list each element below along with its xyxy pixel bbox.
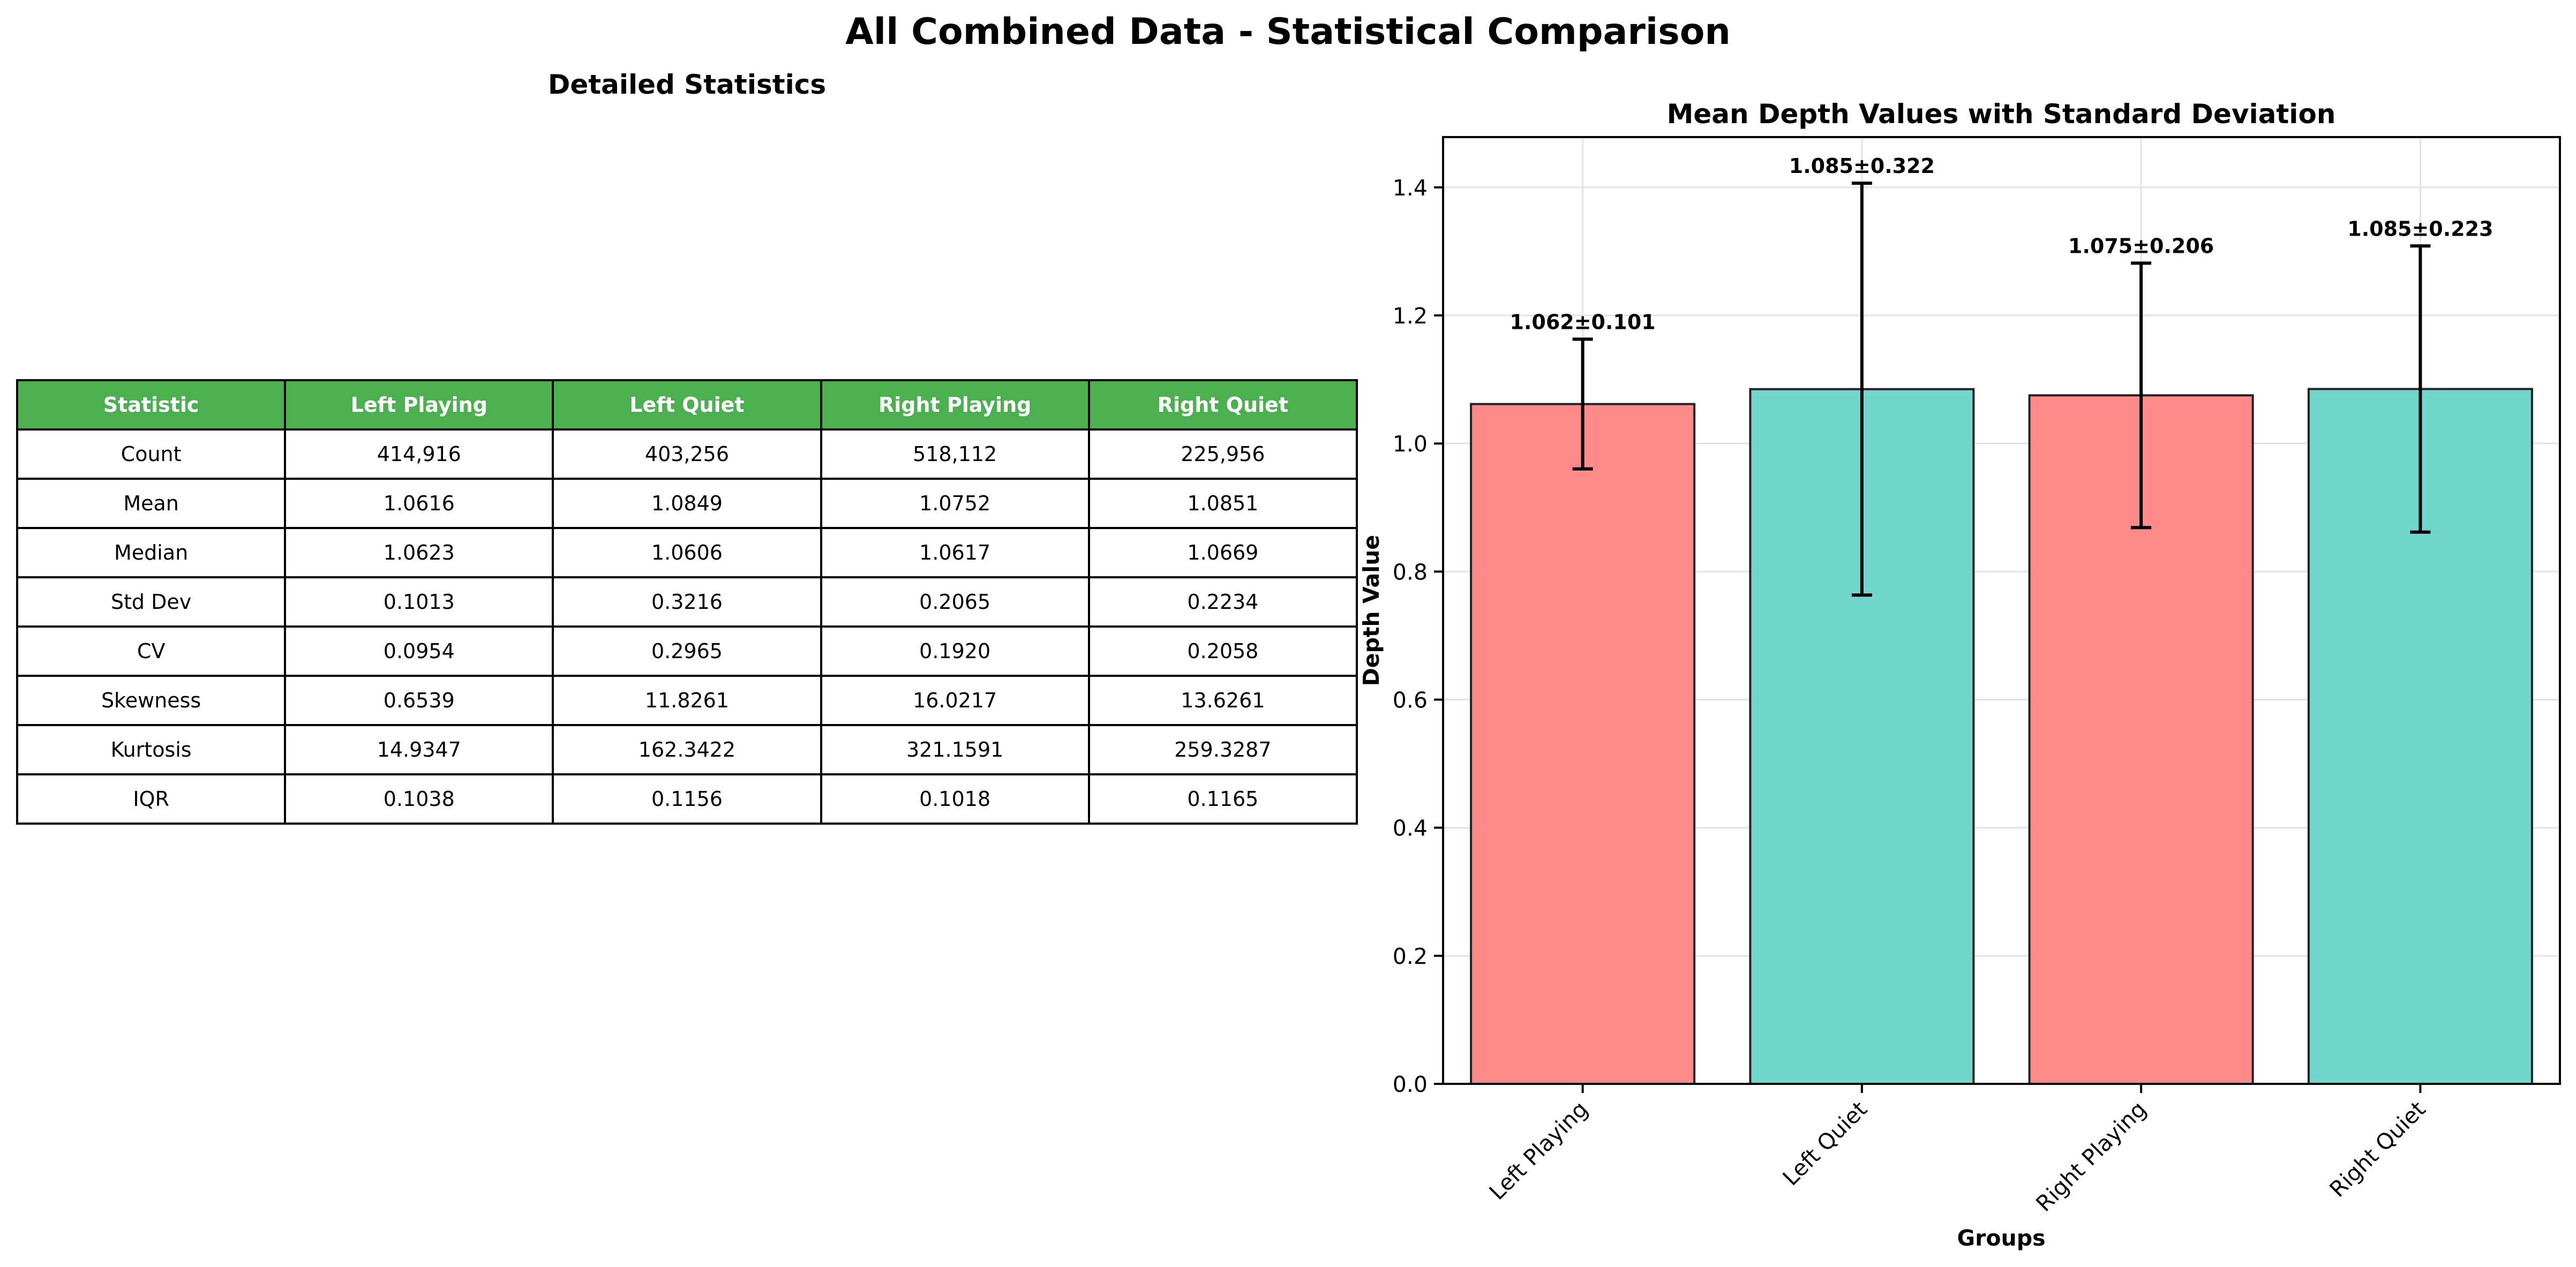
table-cell: 225,956	[1087, 428, 1358, 480]
table-row: Skewness 0.6539 11.8261 16.0217 13.6261	[16, 675, 1358, 726]
table-cell: CV	[16, 625, 287, 677]
table-cell: 0.2234	[1087, 576, 1358, 628]
table-cell: 14.9347	[284, 724, 554, 775]
table-cell: 0.3216	[552, 576, 822, 628]
table-row: IQR 0.1038 0.1156 0.1018 0.1165	[16, 773, 1358, 825]
table-cell: 259.3287	[1087, 724, 1358, 775]
column-header: Right Quiet	[1087, 379, 1358, 431]
y-tick-label: 0.8	[1393, 559, 1428, 585]
table-row: Kurtosis 14.9347 162.3422 321.1591 259.3…	[16, 724, 1358, 775]
column-header: Left Quiet	[552, 379, 822, 431]
table-cell: Kurtosis	[16, 724, 287, 775]
x-tick-label: Right Quiet	[2324, 1096, 2430, 1202]
x-axis-label: Groups	[1957, 1225, 2046, 1251]
column-header: Right Playing	[820, 379, 1090, 431]
statistics-table: Statistic Left Playing Left Quiet Right …	[16, 379, 1358, 825]
table-cell: 13.6261	[1087, 675, 1358, 726]
table-cell: 1.0616	[284, 478, 554, 529]
y-tick-label: 1.0	[1393, 431, 1428, 457]
y-tick-label: 0.2	[1393, 944, 1428, 969]
table-cell: 1.0617	[820, 527, 1090, 578]
column-header: Statistic	[16, 379, 287, 431]
table-cell: 16.0217	[820, 675, 1090, 726]
table-cell: Count	[16, 428, 287, 480]
table-cell: 1.0849	[552, 478, 822, 529]
table-title: Detailed Statistics	[547, 69, 827, 100]
table-cell: 1.0623	[284, 527, 554, 578]
table-cell: Mean	[16, 478, 287, 529]
error-bars	[1572, 182, 2431, 597]
table-cell: 0.1018	[820, 773, 1090, 825]
y-tick-label: 1.4	[1393, 175, 1428, 201]
table-cell: 0.1165	[1087, 773, 1358, 825]
column-header: Left Playing	[284, 379, 554, 431]
table-cell: 0.1920	[820, 625, 1090, 677]
x-tick-label: Left Playing	[1484, 1096, 1593, 1205]
table-cell: 414,916	[284, 428, 554, 480]
y-tick-label: 0.4	[1393, 816, 1428, 841]
table-cell: 0.1156	[552, 773, 822, 825]
table-row: Mean 1.0616 1.0849 1.0752 1.0851	[16, 478, 1358, 529]
bar-value-label: 1.085±0.322	[1789, 154, 1935, 178]
table-cell: 1.0851	[1087, 478, 1358, 529]
bar-value-label: 1.085±0.223	[2347, 217, 2493, 240]
table-cell: Median	[16, 527, 287, 578]
y-axis-label: Depth Value	[1358, 535, 1384, 686]
axes-frame	[1442, 136, 2561, 1085]
table-row: CV 0.0954 0.2965 0.1920 0.2058	[16, 625, 1358, 677]
y-tick-label: 0.6	[1393, 688, 1428, 713]
chart-title: Mean Depth Values with Standard Deviatio…	[1667, 99, 2336, 130]
table-cell: 0.6539	[284, 675, 554, 726]
table-cell: 1.0752	[820, 478, 1090, 529]
table-row: Median 1.0623 1.0606 1.0617 1.0669	[16, 527, 1358, 578]
table-cell: 321.1591	[820, 724, 1090, 775]
table-cell: 0.2065	[820, 576, 1090, 628]
bar-labels: 1.062±0.101 1.085±0.322 1.075±0.206 1.085±0…	[1510, 154, 2494, 334]
figure-title: All Combined Data - Statistical Comparis…	[845, 11, 1731, 53]
bar-value-label: 1.062±0.101	[1510, 310, 1656, 334]
x-tick-label: Right Playing	[2031, 1096, 2151, 1217]
y-tick-label: 0.0	[1393, 1072, 1428, 1097]
table-cell: 403,256	[552, 428, 822, 480]
table-row: Std Dev 0.1013 0.3216 0.2065 0.2234	[16, 576, 1358, 628]
table-cell: 518,112	[820, 428, 1090, 480]
table-header-row: Statistic Left Playing Left Quiet Right …	[16, 379, 1358, 431]
table-cell: 1.0606	[552, 527, 822, 578]
table-cell: IQR	[16, 773, 287, 825]
table-cell: 1.0669	[1087, 527, 1358, 578]
table-cell: Skewness	[16, 675, 287, 726]
table-cell: 0.1038	[284, 773, 554, 825]
table-cell: 0.0954	[284, 625, 554, 677]
bar	[1470, 403, 1696, 1085]
bar-value-label: 1.075±0.206	[2068, 234, 2214, 258]
table-cell: 0.1013	[284, 576, 554, 628]
table-cell: Std Dev	[16, 576, 287, 628]
table-cell: 11.8261	[552, 675, 822, 726]
table-cell: 162.3422	[552, 724, 822, 775]
table-cell: 0.2965	[552, 625, 822, 677]
x-tick-label: Left Quiet	[1778, 1096, 1872, 1190]
table-cell: 0.2058	[1087, 625, 1358, 677]
y-tick-label: 1.2	[1393, 303, 1428, 329]
table-row: Count 414,916 403,256 518,112 225,956	[16, 428, 1358, 480]
